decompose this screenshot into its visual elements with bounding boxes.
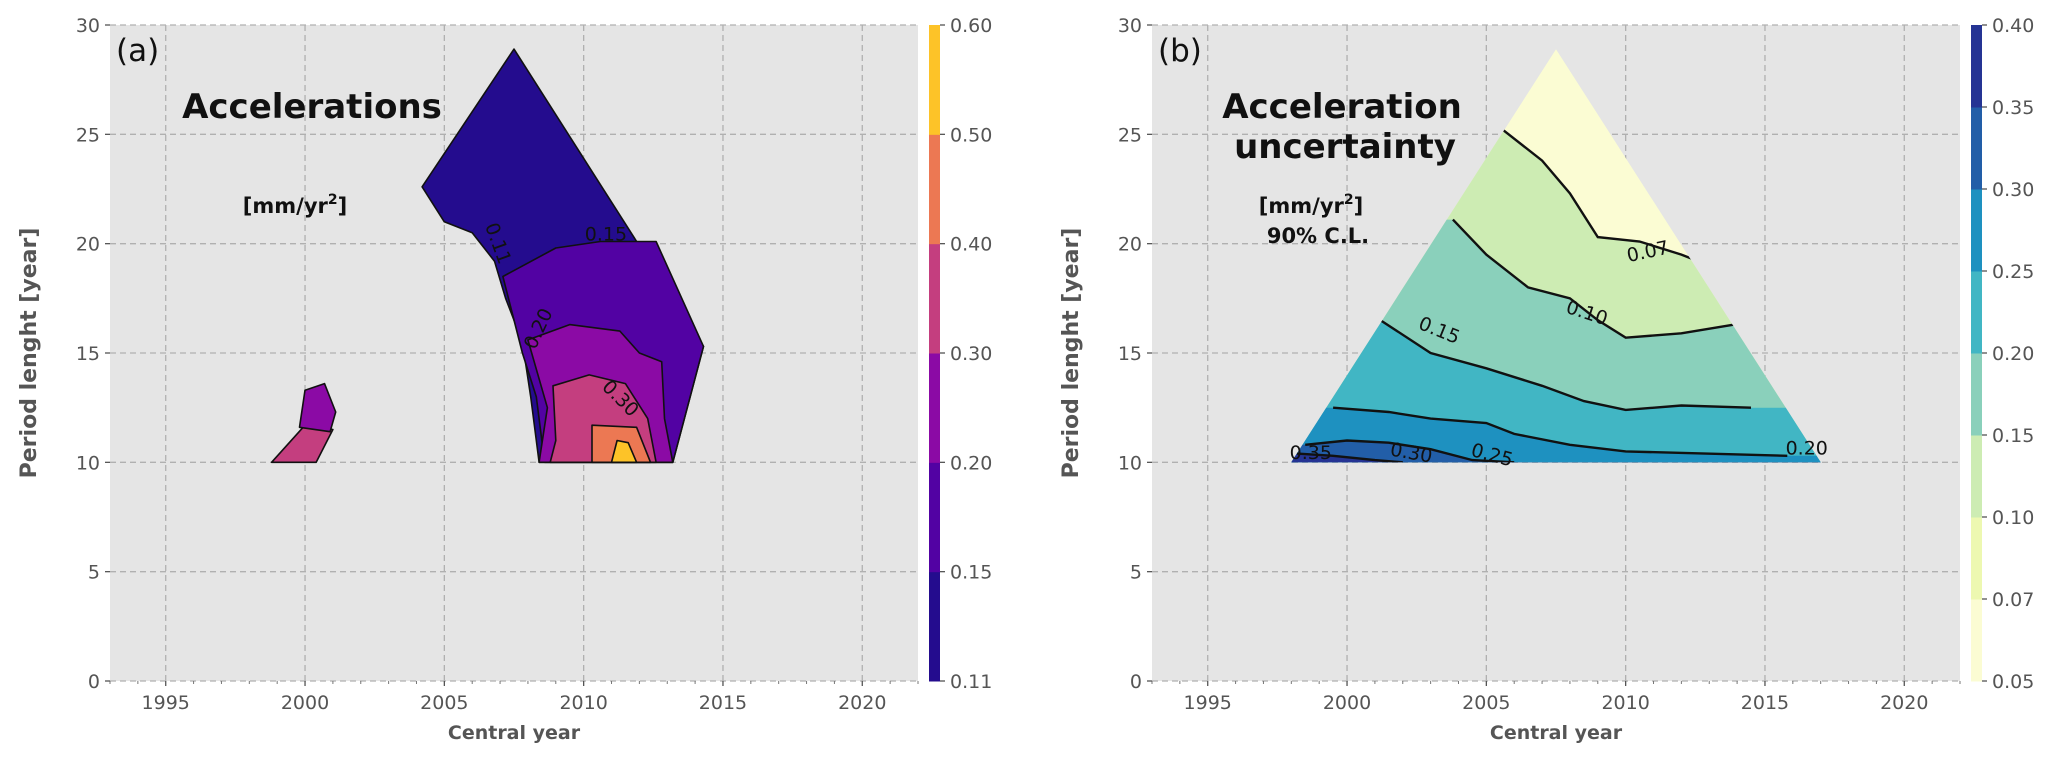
- colorbar-tick-label: 0.50: [950, 124, 992, 146]
- chart-title: Acceleration: [1222, 87, 1462, 127]
- colorbar-segment: [929, 134, 940, 245]
- colorbar-tick-label: 0.15: [950, 562, 992, 584]
- y-tick-label: 15: [1118, 343, 1142, 365]
- x-tick-label: 2000: [1323, 692, 1371, 714]
- units-close: ]: [338, 194, 348, 218]
- contour-region: [298, 382, 337, 433]
- x-axis-label: Central year: [448, 722, 581, 744]
- x-tick-label: 2015: [1741, 692, 1789, 714]
- y-tick-label: 25: [76, 124, 100, 146]
- units-text: [mm/yr: [1259, 194, 1345, 218]
- x-tick-label: 1995: [142, 692, 190, 714]
- colorbar-tick-label: 0.05: [1992, 671, 2034, 693]
- colorbar-tick-label: 0.07: [1992, 589, 2034, 611]
- colorbar-tick-label: 0.35: [1992, 97, 2034, 119]
- colorbar-tick-label: 0.15: [1992, 425, 2034, 447]
- units-text: [mm/yr: [243, 194, 329, 218]
- y-tick-label: 25: [1118, 124, 1142, 146]
- chart-title-line2: uncertainty: [1234, 127, 1456, 167]
- x-tick-label: 2005: [420, 692, 468, 714]
- colorbar-segment: [1971, 189, 1982, 272]
- y-tick-label: 20: [76, 234, 100, 256]
- y-axis-label: Period lenght [year]: [1059, 228, 1084, 479]
- colorbar-segment: [1971, 353, 1982, 436]
- x-tick-label: 2005: [1462, 692, 1510, 714]
- contour-line: [1296, 452, 1403, 463]
- x-tick-label: 2020: [1880, 692, 1928, 714]
- y-axis-label: Period lenght [year]: [17, 228, 42, 479]
- colorbar-segment: [1971, 599, 1982, 682]
- contour-line: [1499, 126, 1710, 267]
- colorbar-segment: [929, 571, 940, 682]
- panel-label: (a): [116, 33, 159, 69]
- colorbar-tick-label: 0.20: [1992, 343, 2034, 365]
- y-tick-label: 20: [1118, 234, 1142, 256]
- units-superscript: 2: [1344, 192, 1354, 208]
- colorbar-tick-label: 0.60: [950, 15, 992, 37]
- contour-label: 0.20: [1786, 438, 1828, 460]
- y-tick-label: 5: [1130, 562, 1142, 584]
- x-tick-label: 1995: [1184, 692, 1232, 714]
- colorbar-segment: [1971, 435, 1982, 518]
- x-axis-label: Central year: [1490, 722, 1623, 744]
- contour-line: [1452, 218, 1735, 339]
- colorbar-segment: [929, 243, 940, 354]
- units-close: ]: [1354, 194, 1364, 218]
- colorbar-tick-label: 0.30: [950, 343, 992, 365]
- contour-label: 0.35: [1290, 442, 1332, 464]
- colorbar-segment: [1971, 25, 1982, 108]
- y-tick-label: 30: [1118, 15, 1142, 37]
- contour-region: [610, 439, 638, 464]
- colorbar-tick-label: 0.10: [1992, 507, 2034, 529]
- x-tick-label: 2020: [838, 692, 886, 714]
- colorbar-segment: [1971, 517, 1982, 600]
- y-tick-label: 15: [76, 343, 100, 365]
- colorbar-tick-label: 0.11: [950, 671, 992, 693]
- contour-region: [270, 424, 334, 464]
- contour-band: [1291, 453, 1821, 463]
- contour-line: [1305, 439, 1515, 463]
- contour-line: [1379, 319, 1752, 412]
- chart-title: Accelerations: [182, 87, 442, 127]
- y-tick-label: 0: [1130, 671, 1142, 693]
- colorbar-segment: [929, 353, 940, 463]
- colorbar-segment: [1971, 107, 1982, 190]
- panel-label: (b): [1158, 33, 1202, 69]
- contour-label: 0.15: [585, 223, 627, 245]
- x-tick-label: 2015: [699, 692, 747, 714]
- y-tick-label: 10: [76, 452, 100, 474]
- colorbar-tick-label: 0.40: [1992, 15, 2034, 37]
- colorbar-tick-label: 0.20: [950, 452, 992, 474]
- colorbar-tick-label: 0.40: [950, 234, 992, 256]
- colorbar-segment: [929, 25, 940, 135]
- x-tick-label: 2010: [1601, 692, 1649, 714]
- units-superscript: 2: [328, 192, 338, 208]
- units-label: [mm/yr2]: [243, 192, 347, 218]
- x-tick-label: 2000: [281, 692, 329, 714]
- colorbar-tick-label: 0.30: [1992, 179, 2034, 201]
- units-label: [mm/yr2]: [1259, 192, 1363, 218]
- y-tick-label: 5: [88, 562, 100, 584]
- colorbar-tick-label: 0.25: [1992, 261, 2034, 283]
- contour-line: [1333, 406, 1788, 457]
- y-tick-label: 30: [76, 15, 100, 37]
- confidence-label: 90% C.L.: [1267, 224, 1369, 248]
- y-tick-label: 10: [1118, 452, 1142, 474]
- y-tick-label: 0: [88, 671, 100, 693]
- colorbar-segment: [929, 462, 940, 573]
- colorbar-segment: [1971, 271, 1982, 354]
- x-tick-label: 2010: [559, 692, 607, 714]
